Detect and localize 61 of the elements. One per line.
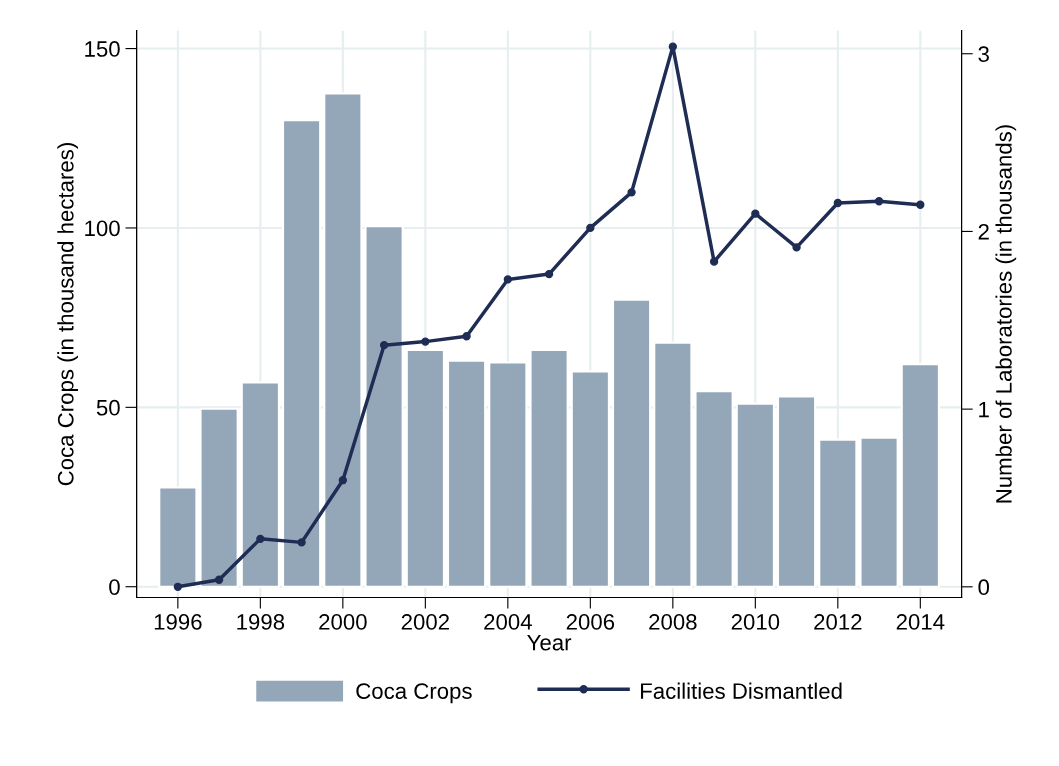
y2-tick-label: 3 — [978, 46, 989, 63]
bar — [611, 298, 652, 588]
x-tick-label: 2002 — [401, 614, 449, 630]
y-tick-label: 50 — [96, 399, 120, 416]
y2-tick-label: 0 — [978, 579, 990, 596]
bar — [529, 348, 569, 588]
point — [297, 538, 306, 547]
bar — [900, 363, 940, 588]
legend-label: Coca Crops — [356, 683, 472, 704]
bar — [818, 438, 858, 588]
point — [668, 42, 678, 51]
point — [544, 269, 554, 279]
bar — [653, 341, 693, 588]
point — [586, 223, 595, 233]
x-tick-label: 2000 — [319, 614, 367, 630]
point — [627, 188, 636, 197]
y2-axis-title: Number of Laboratories (in thousands) — [995, 125, 1017, 503]
bar — [694, 390, 734, 588]
point — [751, 209, 760, 218]
y-tick-label: 100 — [85, 220, 120, 237]
x-tick-label: 2014 — [896, 614, 945, 630]
x-axis-title: Year — [527, 634, 572, 651]
legend-label: Facilities Dismantled — [641, 682, 842, 699]
x-tick-label: 2012 — [814, 614, 862, 630]
point — [874, 197, 884, 206]
bar — [859, 436, 899, 588]
bar — [199, 407, 239, 588]
bar — [446, 359, 487, 588]
x-tick-label: 2008 — [649, 614, 697, 630]
y2-tick-label: 1 — [979, 401, 989, 418]
point — [462, 332, 471, 341]
point — [214, 575, 224, 584]
point — [833, 198, 842, 208]
bar — [570, 370, 610, 588]
bar — [364, 225, 404, 588]
bar — [240, 381, 280, 588]
point — [792, 243, 801, 252]
point — [709, 257, 719, 266]
x-tick-label: 2006 — [566, 614, 615, 630]
x-tick-label: 1996 — [154, 614, 202, 630]
bar — [282, 119, 322, 588]
x-tick-label: 1998 — [237, 614, 285, 630]
point — [256, 534, 265, 544]
y-tick-label: 150 — [85, 41, 120, 57]
point — [379, 340, 389, 350]
point — [421, 337, 430, 346]
bar — [158, 486, 198, 588]
y-tick-label: 0 — [109, 579, 120, 595]
point — [503, 275, 513, 284]
bar — [735, 402, 775, 588]
y2-tick-label: 2 — [978, 223, 989, 240]
bar — [323, 92, 363, 588]
bar — [776, 395, 817, 588]
bar — [405, 348, 445, 588]
point — [173, 582, 183, 591]
y-axis-title: Coca Crops (in thousand hectares) — [57, 143, 79, 486]
x-tick-label: 2010 — [731, 614, 780, 630]
bar — [488, 361, 528, 588]
point — [916, 200, 925, 209]
point — [338, 476, 348, 485]
x-tick-label: 2004 — [484, 614, 532, 630]
